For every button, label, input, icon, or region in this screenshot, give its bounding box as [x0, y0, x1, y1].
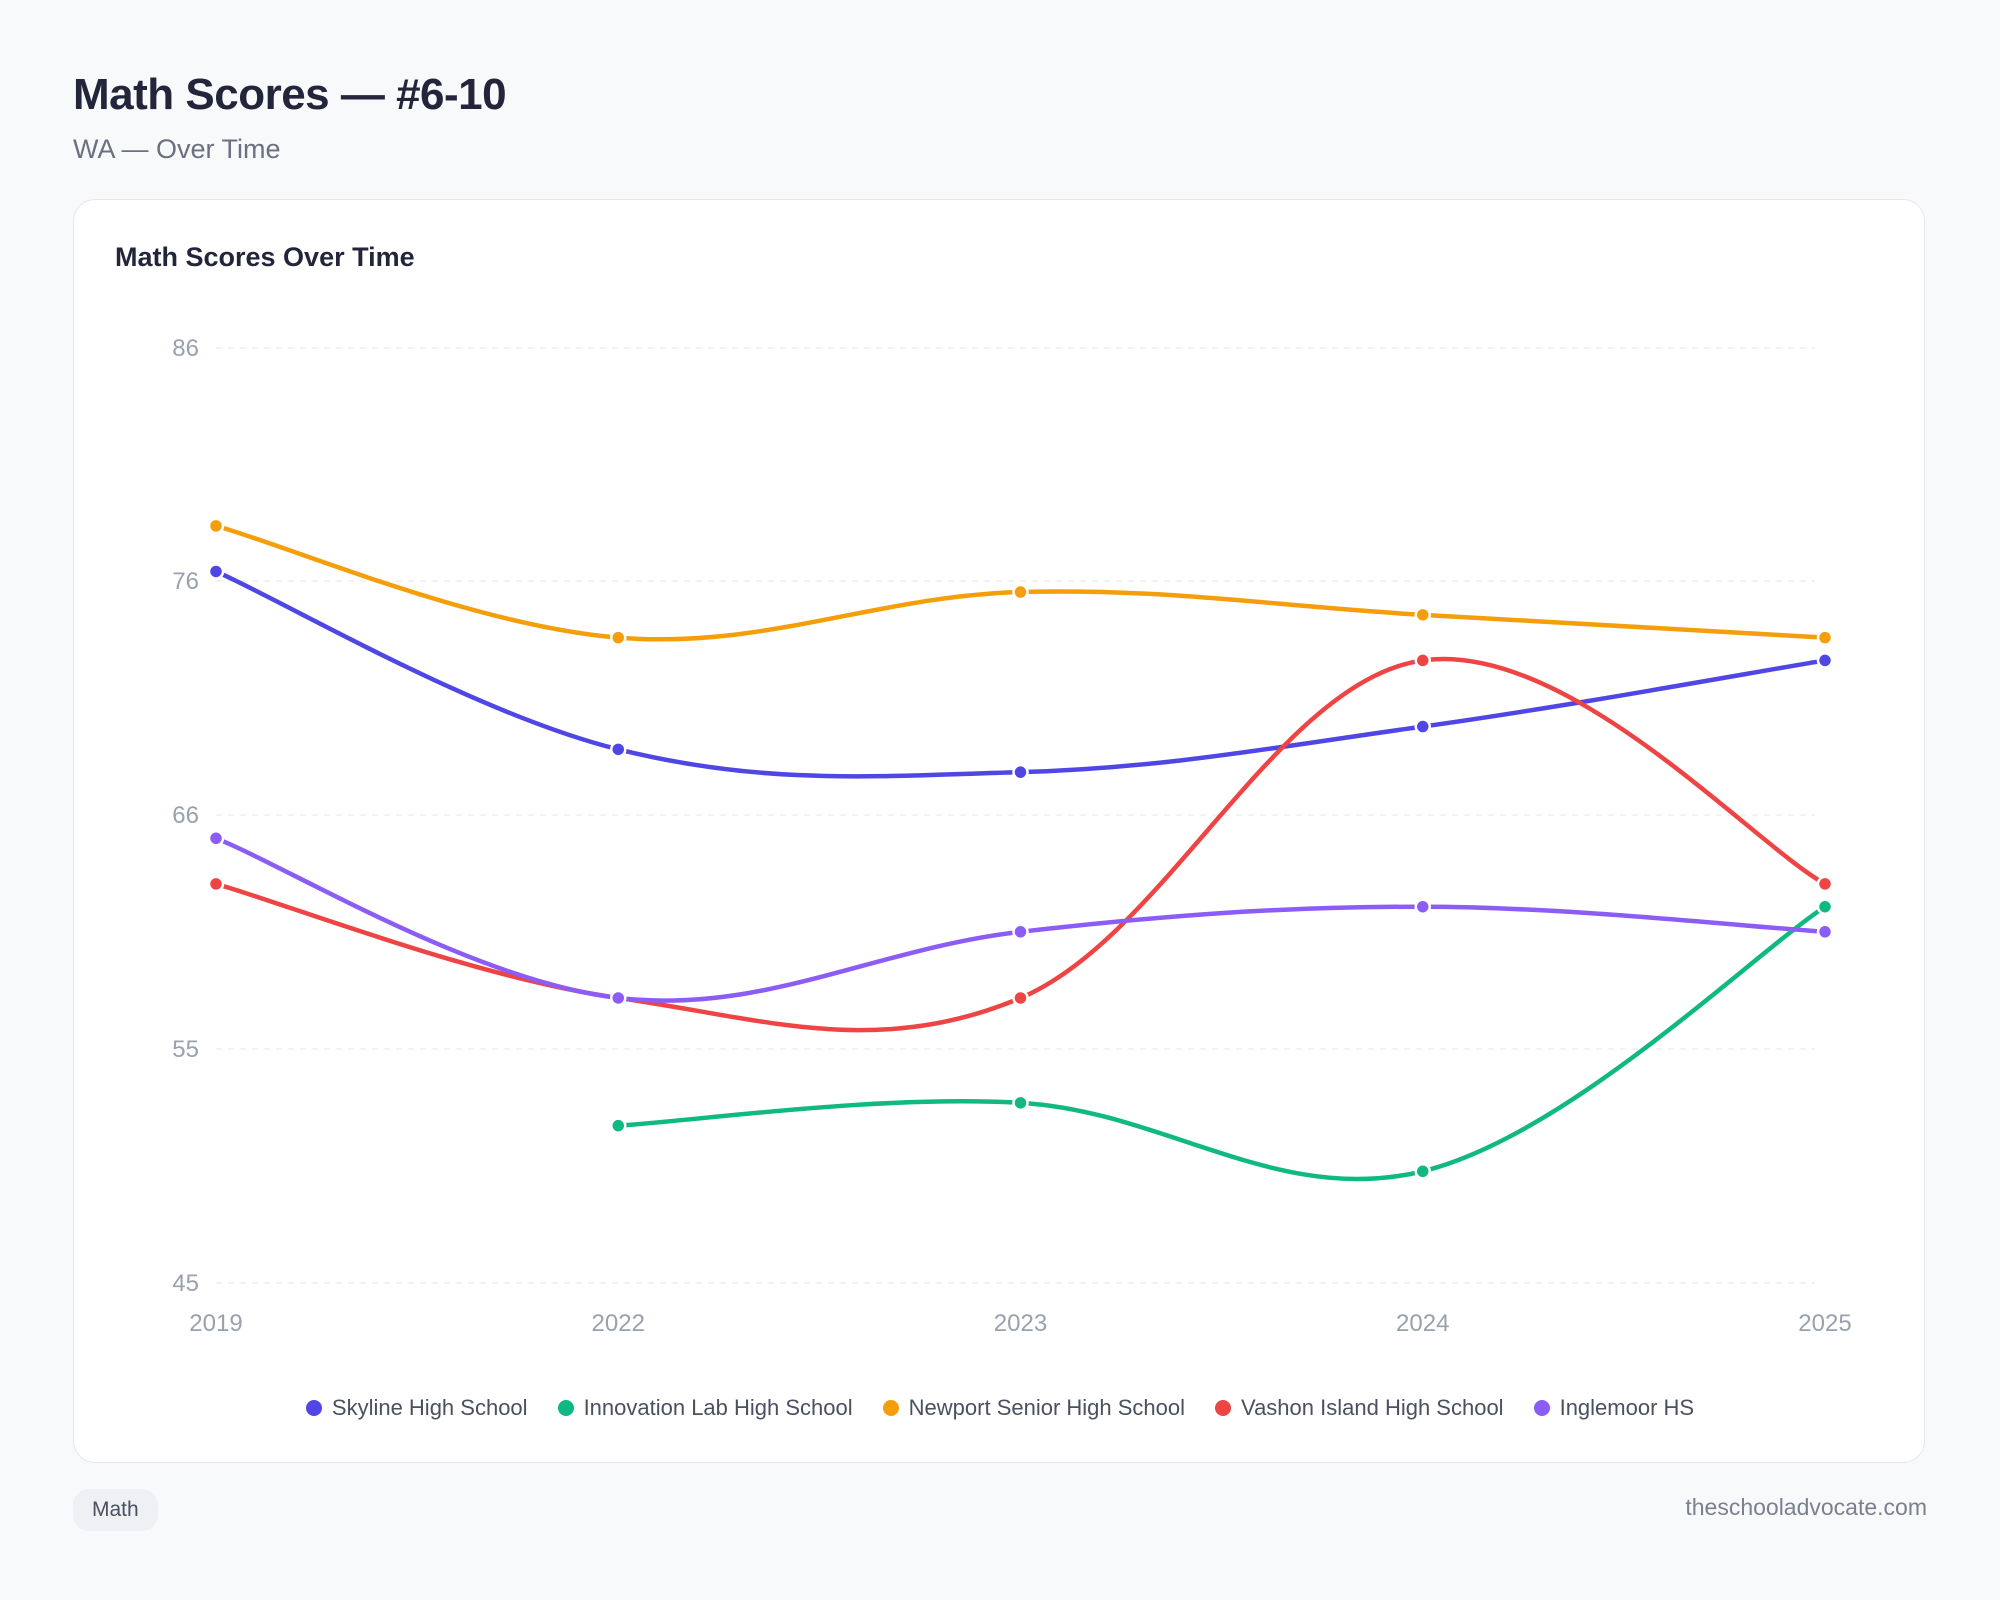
data-point — [1816, 652, 1834, 669]
x-tick-label: 2023 — [994, 1310, 1047, 1337]
data-point — [1414, 898, 1431, 915]
series-line-innovation-lab-high-school — [616, 904, 1828, 1182]
data-point — [1414, 718, 1431, 735]
legend-label: Skyline High School — [331, 1395, 528, 1420]
data-point — [1414, 652, 1431, 669]
data-point — [1414, 1163, 1431, 1180]
data-point — [1012, 763, 1029, 781]
legend-label: Vashon Island High School — [1241, 1395, 1504, 1420]
legend-swatch — [305, 1400, 322, 1416]
legend-item[interactable]: Newport Senior High School — [882, 1395, 1186, 1421]
data-point — [1816, 923, 1834, 941]
y-tick-label: 86 — [172, 335, 199, 362]
data-point — [1012, 1094, 1029, 1112]
data-point — [610, 989, 627, 1007]
data-point — [610, 629, 627, 646]
data-point — [207, 563, 225, 580]
subject-badge: Math — [73, 1489, 158, 1531]
series-line-inglemoor-hs — [213, 836, 1828, 1003]
legend-label: Innovation Lab High School — [583, 1395, 853, 1420]
legend-swatch — [1533, 1400, 1550, 1416]
data-point — [207, 830, 225, 847]
legend-item[interactable]: Vashon Island High School — [1215, 1395, 1504, 1421]
data-point — [207, 517, 225, 535]
page-title: Math Scores — #6-10 — [73, 70, 507, 119]
legend-swatch — [1215, 1400, 1232, 1416]
chart-title: Math Scores Over Time — [115, 242, 415, 272]
data-point — [610, 1117, 627, 1134]
y-tick-label: 55 — [172, 1036, 199, 1063]
legend-swatch — [882, 1400, 899, 1416]
data-point — [1414, 606, 1431, 624]
page-subtitle: WA — Over Time — [73, 134, 281, 164]
series-line-newport-senior-high-school — [213, 523, 1828, 642]
y-tick-label: 76 — [172, 568, 199, 595]
data-point — [207, 875, 225, 893]
series-line-skyline-high-school — [213, 569, 1828, 779]
legend-swatch — [557, 1400, 574, 1416]
legend-label: Inglemoor HS — [1559, 1395, 1695, 1420]
data-point — [1816, 629, 1834, 646]
x-tick-label: 2022 — [592, 1310, 645, 1337]
data-point — [1012, 923, 1029, 941]
data-point — [1816, 875, 1834, 893]
site-url: theschooladvocate.com — [1685, 1494, 1927, 1520]
series-line-vashon-island-high-school — [213, 656, 1828, 1033]
line-chart: 86 76 66 55 45 2019 2022 2023 2024 2025 — [172, 335, 1851, 1337]
data-point — [610, 741, 627, 758]
data-point — [1012, 989, 1029, 1007]
legend-item[interactable]: Innovation Lab High School — [557, 1395, 853, 1421]
legend-item[interactable]: Inglemoor HS — [1533, 1395, 1695, 1421]
chart-card: Math Scores Over Time 86 76 66 55 45 2019 2022… — [73, 199, 1925, 1463]
data-point — [1012, 583, 1029, 601]
x-tick-label: 2019 — [189, 1310, 242, 1337]
chart-legend: Skyline High School Innovation Lab High S… — [74, 1395, 1926, 1421]
data-point — [1816, 898, 1834, 915]
x-tick-label: 2025 — [1798, 1310, 1851, 1337]
x-tick-label: 2024 — [1396, 1310, 1449, 1337]
y-tick-label: 45 — [172, 1270, 199, 1297]
legend-item[interactable]: Skyline High School — [305, 1395, 528, 1421]
legend-label: Newport Senior High School — [908, 1395, 1186, 1420]
y-tick-label: 66 — [172, 802, 199, 829]
